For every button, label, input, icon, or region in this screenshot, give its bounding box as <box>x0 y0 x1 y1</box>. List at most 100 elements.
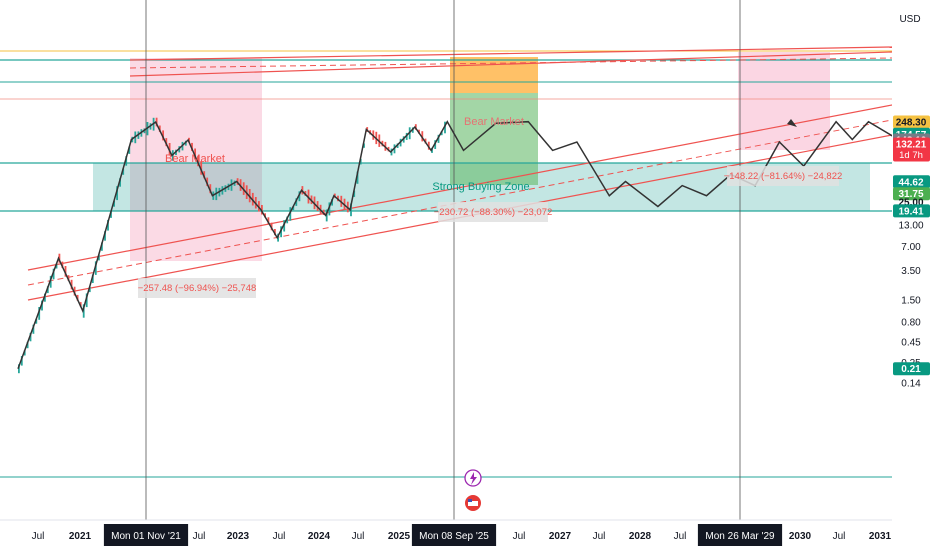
candle <box>70 279 73 290</box>
price-tag-label: 44.62 <box>898 177 923 188</box>
candle <box>107 219 109 231</box>
price-tag[interactable]: 19.41 <box>893 204 930 218</box>
price-tag-bg <box>893 187 930 201</box>
candle <box>261 205 263 215</box>
x-tick-label: Jul <box>32 531 45 542</box>
candle <box>437 134 440 143</box>
price-tag-label: 31.75 <box>898 189 923 200</box>
price-tag[interactable]: 44.62 <box>893 175 930 189</box>
price-tag-bg <box>893 175 930 189</box>
candle <box>101 242 103 251</box>
price-tag-label: 132.21 <box>896 140 927 151</box>
candle <box>41 300 43 311</box>
candle <box>76 294 79 301</box>
candle <box>197 155 199 167</box>
candle <box>113 201 115 207</box>
x-tick-label: 2027 <box>549 531 572 542</box>
price-tag[interactable]: 25.00 <box>898 198 923 209</box>
candle <box>122 168 125 175</box>
top-channel-upper <box>129 46 892 61</box>
bear-market-label-2: Bear Market <box>464 116 524 128</box>
x-tick-label: Jul <box>833 531 846 542</box>
x-tick-label: 2025 <box>388 531 411 542</box>
candle <box>328 202 331 216</box>
x-tick-label: Jul <box>674 531 687 542</box>
candle <box>203 171 206 179</box>
price-tag-label: 248.30 <box>896 118 927 129</box>
lightning-icon[interactable] <box>464 469 482 487</box>
candle <box>295 198 298 206</box>
entry-zone[interactable] <box>450 93 538 185</box>
candle <box>277 233 279 242</box>
price-tag-bg <box>893 204 930 218</box>
candle <box>104 231 106 241</box>
candle <box>206 177 209 186</box>
measure-box-1 <box>138 278 256 298</box>
price-tag[interactable]: 31.75 <box>893 187 930 201</box>
x-tick-label: Jul <box>352 531 365 542</box>
arrow-head <box>787 119 797 127</box>
candle <box>155 117 158 127</box>
crosshair-date-label: Mon 01 Nov '21 <box>111 531 181 542</box>
candle <box>119 178 121 187</box>
candle <box>162 130 164 141</box>
price-tag-bg <box>893 137 930 162</box>
measure-box-3 <box>727 166 839 186</box>
x-tick-label: Jul <box>193 531 206 542</box>
candle <box>353 190 356 197</box>
candle <box>18 364 20 374</box>
price-axis[interactable]: 13.007.003.501.500.800.450.250.14248.301… <box>893 115 930 390</box>
candle <box>200 161 203 175</box>
candle <box>79 302 82 307</box>
y-tick-label: 3.50 <box>901 266 921 277</box>
price-tag[interactable]: 248.30 <box>893 115 930 129</box>
candle <box>363 143 365 148</box>
zones: Bear Market Bear Market Strong Buying Zo… <box>0 0 892 520</box>
candle <box>331 199 333 206</box>
price-tag[interactable]: 0.21 <box>893 362 930 376</box>
candle <box>125 156 128 166</box>
candle <box>116 186 118 201</box>
candle <box>274 229 276 236</box>
y-tick-label: 1.50 <box>901 296 921 307</box>
x-tick-label: 2030 <box>789 531 812 542</box>
candle <box>209 184 212 194</box>
candle <box>128 146 131 154</box>
crosshair-date-label: Mon 08 Sep '25 <box>419 531 489 542</box>
candle <box>49 275 52 288</box>
countdown-label: 1d 7h <box>899 150 923 161</box>
candle <box>35 318 38 324</box>
candle <box>85 293 88 308</box>
x-tick-label: Jul <box>593 531 606 542</box>
bear-market-zone-3[interactable] <box>738 52 830 150</box>
candle <box>61 261 64 268</box>
x-tick-label: 2021 <box>69 531 92 542</box>
candle <box>98 254 100 261</box>
x-tick-label: Jul <box>273 531 286 542</box>
candle <box>44 293 46 302</box>
currency-label: USD <box>899 14 920 25</box>
candle <box>67 275 70 281</box>
candle <box>431 147 433 153</box>
candle <box>280 226 282 238</box>
rising-channel-mid <box>27 119 892 286</box>
flag-icon[interactable] <box>465 495 481 511</box>
candle <box>440 131 443 136</box>
candle <box>359 158 362 165</box>
x-tick-label: 2023 <box>227 531 250 542</box>
top-channel-mid <box>129 57 892 69</box>
bear-market-label-1: Bear Market <box>165 153 225 165</box>
y-tick-label: 7.00 <box>901 242 921 253</box>
candle <box>427 141 430 150</box>
candle <box>444 121 446 134</box>
measure-label-3: −148.22 (−81.64%) −24,822 <box>724 171 843 182</box>
price-tag-bg <box>893 115 930 129</box>
time-axis[interactable]: Jul 2021 Mon 01 Nov '21 Jul 2023 Jul 2024 Jul 20… <box>32 524 892 546</box>
measure-label-1: −257.48 (−96.94%) −25,748 <box>138 283 257 294</box>
candle <box>289 207 292 221</box>
candle <box>38 307 41 320</box>
y-tick-label: 0.80 <box>901 318 921 329</box>
